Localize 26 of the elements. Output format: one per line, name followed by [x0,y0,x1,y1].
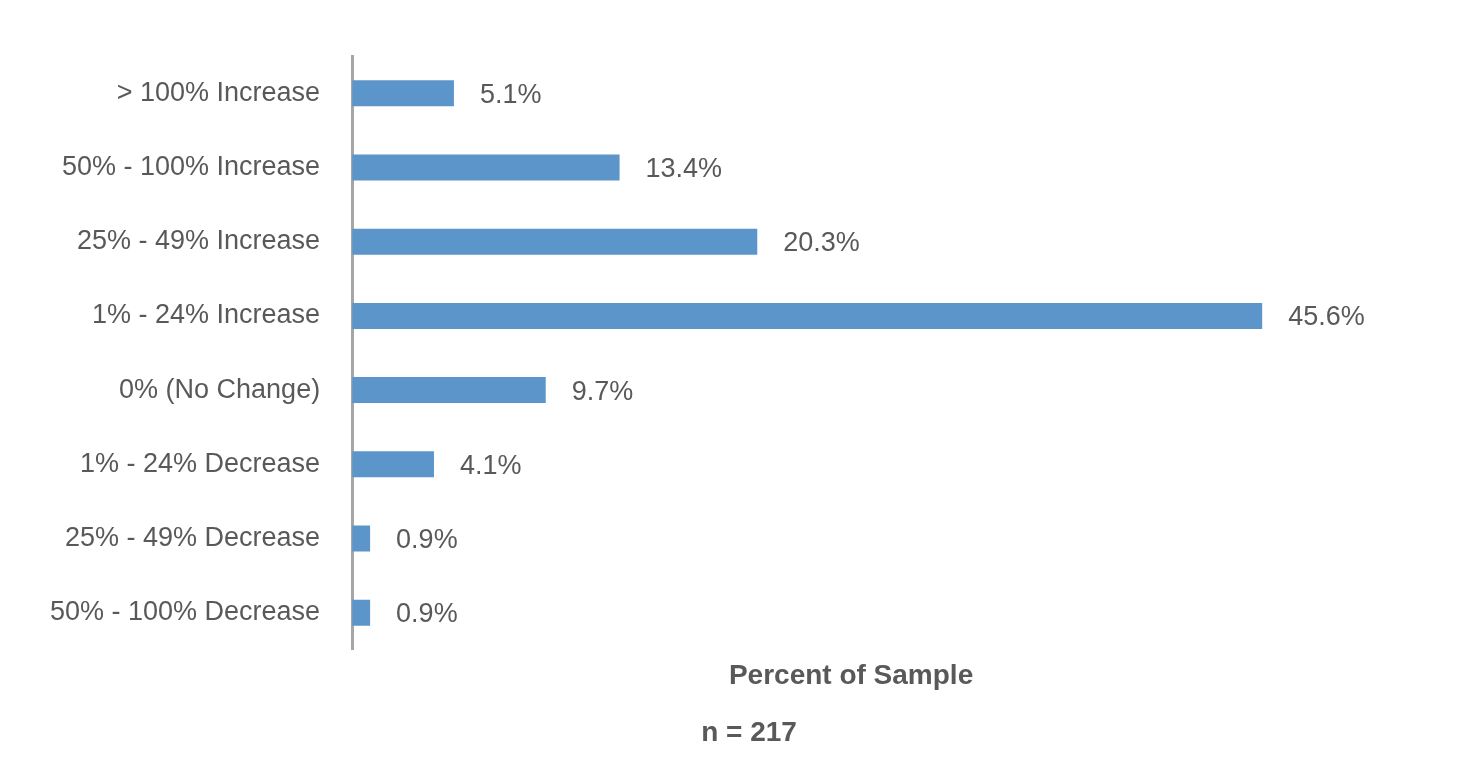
data-label: 9.7% [571,375,634,406]
bar [352,228,758,255]
y-tick-label: 25% - 49% Increase [77,225,321,256]
y-tick-label: 50% - 100% Decrease [49,596,321,627]
text: n = 217 [700,716,798,748]
y-tick-label: 25% - 49% Decrease [65,521,321,552]
data-label: 5.1% [479,78,542,109]
data-label: 20.3% [783,227,860,258]
bar [352,525,371,552]
data-label: 0.9% [396,598,458,629]
bar [352,451,434,478]
bar [352,302,1263,329]
bar [352,377,546,404]
y-tick-label: 1% - 24% Increase [92,299,321,330]
bar [352,154,620,181]
y-tick-label: 50% - 100% Increase [61,150,321,181]
data-label: 13.4% [645,152,723,183]
y-tick-label: > 100% Increase [116,76,321,107]
bar [352,599,371,626]
data-label: 4.1% [459,449,522,480]
y-tick-label: 0% (No Change) [119,373,321,404]
x-axis-title: Percent of Sample [728,659,974,691]
data-label: 0.9% [396,523,458,554]
bar [352,80,454,107]
data-label: 45.6% [1288,301,1365,332]
y-tick-label: 1% - 24% Decrease [80,447,321,478]
